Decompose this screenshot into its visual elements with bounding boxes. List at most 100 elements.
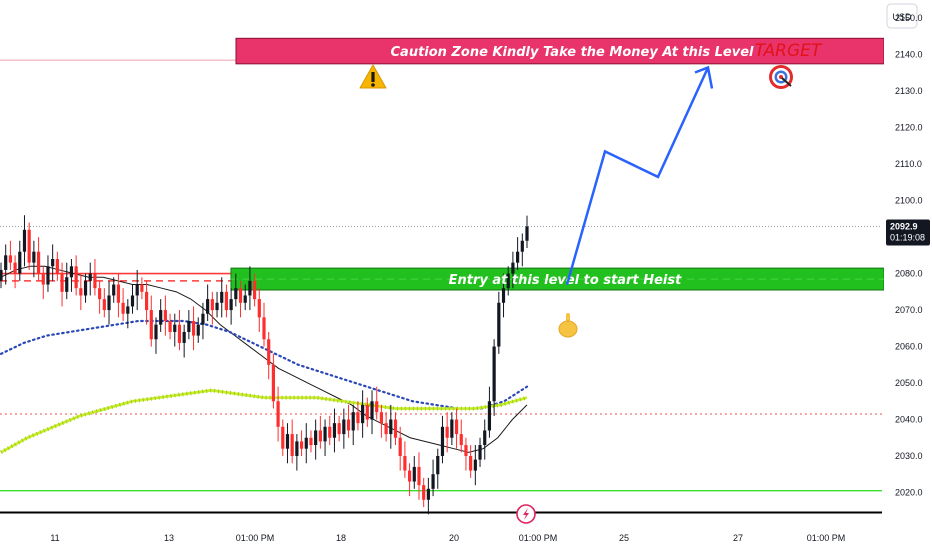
candle-body (220, 291, 224, 303)
candle-body (497, 302, 501, 347)
candle-body (356, 412, 360, 424)
candle-body (431, 474, 435, 489)
candle-body (243, 295, 247, 303)
candle-body (238, 288, 243, 303)
price-tick-label: 2110.0 (895, 159, 922, 169)
candle-body (234, 288, 238, 300)
price-tick-label: 2130.0 (895, 86, 923, 96)
candle-body (154, 324, 158, 340)
candle-body (79, 288, 83, 296)
candle-body (224, 291, 229, 311)
candle-body (93, 273, 97, 289)
candle-body (511, 262, 515, 274)
target-icon (769, 65, 793, 89)
caution-zone-label: Caution Zone Kindly Take the Money At th… (391, 45, 754, 60)
candle-body (215, 302, 219, 311)
time-tick-label: 11 (50, 533, 59, 543)
candle-body (417, 466, 421, 486)
time-axis-ticks: 11 13 01:00 PM 18 20 01:00 PM 25 27 01:00 PM (50, 533, 845, 543)
candle-body (248, 280, 252, 296)
candle-body (370, 401, 374, 420)
candle-body (206, 299, 210, 314)
candle-body (262, 317, 266, 340)
candle-body (323, 426, 327, 442)
candle-body (41, 273, 45, 285)
candle-body (412, 466, 416, 482)
candle-body (182, 331, 186, 343)
price-tick-label: 2100.0 (895, 196, 923, 206)
warning-icon (359, 64, 387, 89)
candle-body (520, 240, 524, 252)
candle-body (384, 423, 388, 435)
candle-body (88, 273, 92, 281)
candle-body (299, 441, 304, 449)
price-tick-label: 2120.0 (895, 123, 923, 133)
price-tick-label: 2040.0 (895, 415, 923, 425)
candle-body (361, 404, 365, 424)
candle-body (525, 226, 529, 241)
candle-body (445, 426, 449, 438)
candle-body (65, 277, 69, 292)
candle-body (426, 488, 430, 500)
candle-body (69, 266, 74, 278)
candle-body (473, 459, 477, 471)
candle-body (304, 437, 308, 449)
price-tick-label: 2080.0 (895, 269, 923, 279)
candle-body (365, 404, 369, 420)
candle-body (74, 266, 78, 289)
time-tick-label: 20 (449, 533, 459, 543)
price-axis-area[interactable] (884, 0, 932, 518)
pointing-hand-icon (558, 313, 578, 338)
candle-body (144, 291, 149, 311)
candle-body (112, 284, 116, 296)
lightning-event-icon[interactable] (516, 504, 536, 524)
candle-body (450, 419, 454, 438)
candle-body (267, 339, 271, 365)
candle-body (351, 412, 355, 431)
candle-body (121, 302, 125, 314)
candle-body (440, 426, 445, 456)
currency-label: USD (892, 12, 912, 22)
target-label: TARGET (755, 41, 823, 61)
candle-body (116, 284, 121, 303)
candle-body (107, 295, 111, 311)
candle-body (13, 262, 17, 274)
candle-body (281, 426, 285, 449)
candle-body (271, 364, 275, 402)
price-tick-label: 2050.0 (895, 378, 923, 388)
price-tick-label: 2070.0 (895, 305, 923, 315)
dotted-moving-average (0, 319, 529, 410)
candle-body (102, 299, 106, 311)
candle-body (163, 310, 167, 322)
candle-body (393, 419, 398, 438)
candle-body (487, 401, 492, 431)
price-tick-label: 2150.0 (895, 13, 923, 23)
price-axis-ticks: 2150.0 2140.0 2130.0 2120.0 2110.0 2100.0 2080… (895, 13, 923, 497)
candle-body (342, 419, 346, 435)
candle-body (337, 423, 341, 435)
time-tick-label: 27 (733, 533, 743, 543)
candle-body (229, 299, 233, 311)
candle-body (516, 251, 520, 263)
price-tick-label: 2140.0 (895, 50, 923, 60)
candle-body (173, 324, 177, 332)
candle-body (18, 251, 22, 274)
candle-body (32, 251, 36, 263)
candle-body (196, 324, 200, 336)
candle-body (187, 321, 191, 332)
candle-body (483, 430, 487, 446)
currency-button[interactable]: USD (886, 3, 918, 29)
candle-body (346, 419, 351, 431)
candle-body (276, 401, 280, 427)
time-tick-label: 13 (164, 533, 174, 543)
candle-body (36, 251, 41, 274)
time-tick-label: 18 (336, 533, 346, 543)
candle-body (375, 401, 379, 413)
candle-body (0, 269, 3, 281)
candle-body (98, 288, 102, 300)
candle-body (469, 455, 473, 471)
candle-body (27, 229, 31, 263)
candles-layer (0, 215, 529, 515)
candle-body (285, 434, 290, 449)
